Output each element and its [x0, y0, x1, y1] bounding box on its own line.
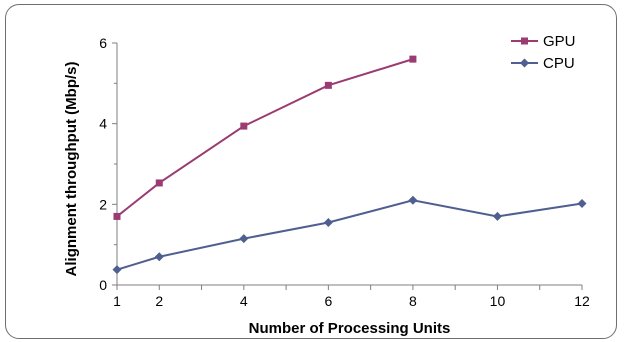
legend-marker-gpu [521, 37, 528, 45]
chart-frame: 0 2 4 6 1 2 4 6 8 10 12 Number of Processing Units… [5, 4, 617, 339]
gpu-series [113, 55, 417, 220]
y-tick-label: 4 [99, 116, 107, 132]
cpu-point [408, 195, 418, 205]
cpu-point [239, 234, 249, 244]
x-tick-label: 4 [240, 293, 248, 309]
gpu-point [240, 122, 248, 130]
legend-label-cpu: CPU [543, 55, 575, 72]
gpu-line [116, 58, 414, 218]
gpu-point [113, 212, 121, 220]
x-axis-title: Number of Processing Units [249, 320, 451, 337]
legend: GPU CPU [511, 33, 576, 72]
x-tick-label: 6 [324, 293, 332, 309]
series-layer [112, 55, 587, 275]
y-tick-label: 6 [99, 35, 107, 51]
cpu-point [492, 211, 502, 221]
x-tick-label: 1 [113, 293, 121, 309]
y-axis-title: Alignment throughput (Mbp/s) [63, 62, 80, 277]
gpu-point [324, 81, 332, 89]
x-tick-label: 10 [490, 293, 506, 309]
gpu-point [409, 55, 417, 63]
x-tick-label: 8 [409, 293, 417, 309]
gpu-point [155, 179, 163, 187]
x-tick-label: 2 [155, 293, 163, 309]
legend-item-gpu: GPU [511, 33, 576, 50]
legend-label-gpu: GPU [543, 33, 576, 50]
cpu-point [112, 265, 122, 275]
legend-item-cpu: CPU [511, 55, 575, 72]
cpu-point [323, 217, 333, 227]
x-tick-label: 12 [574, 293, 590, 309]
legend-marker-cpu [520, 58, 529, 68]
cpu-point [577, 199, 587, 209]
cpu-point [154, 252, 164, 262]
cpu-line [116, 199, 583, 271]
y-tick-label: 0 [99, 277, 107, 293]
y-tick-label: 2 [99, 196, 107, 212]
cpu-series [112, 195, 587, 275]
